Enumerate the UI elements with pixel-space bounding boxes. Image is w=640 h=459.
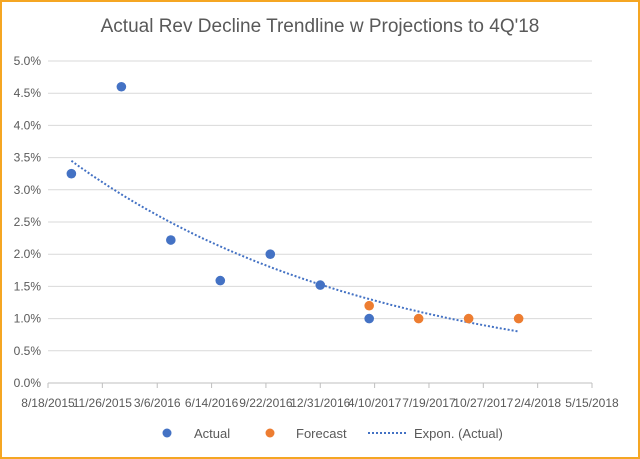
y-tick-label: 2.5% xyxy=(14,215,42,229)
x-tick-label: 4/10/2017 xyxy=(348,396,402,410)
forecast-point xyxy=(463,313,474,324)
y-tick-label: 4.5% xyxy=(14,86,42,100)
x-tick-label: 2/4/2018 xyxy=(514,396,561,410)
trendline xyxy=(70,159,519,333)
y-tick-label: 3.5% xyxy=(14,151,42,165)
legend-actual-marker xyxy=(162,428,172,438)
y-tick-label: 2.0% xyxy=(14,247,42,261)
y-tick-label: 0.5% xyxy=(14,344,42,358)
actual-point xyxy=(66,168,77,179)
x-tick-label: 8/18/2015 xyxy=(21,396,75,410)
x-tick-label: 10/27/2017 xyxy=(453,396,513,410)
x-tick-label: 3/6/2016 xyxy=(134,396,181,410)
data-points xyxy=(66,81,524,324)
y-axis-ticks: 0.0% 0.5% 1.0% 1.5% 2.0% 2.5% 3.0% 3.5% 4.0% 4.5%… xyxy=(14,54,42,390)
actual-point xyxy=(116,81,127,92)
legend: Actual Forecast Expon. (Actual) xyxy=(162,426,503,441)
x-tick-label: 11/26/2015 xyxy=(73,396,132,410)
x-tick-label: 6/14/2016 xyxy=(185,396,239,410)
actual-point xyxy=(166,235,176,245)
actual-point xyxy=(215,275,226,286)
actual-point xyxy=(265,249,276,259)
forecast-point xyxy=(364,300,374,311)
legend-forecast-marker xyxy=(265,428,275,438)
y-tick-label: 1.0% xyxy=(14,312,42,326)
y-tick-label: 0.0% xyxy=(14,376,42,390)
x-tick-label: 5/15/2018 xyxy=(565,396,619,410)
x-tick-label: 12/31/2016 xyxy=(290,396,350,410)
grid-lines xyxy=(48,60,592,352)
forecast-point xyxy=(413,313,424,324)
y-tick-label: 4.0% xyxy=(14,118,42,132)
y-tick-label: 1.5% xyxy=(14,279,42,293)
y-tick-label: 5.0% xyxy=(14,54,42,68)
y-tick-label: 3.0% xyxy=(14,183,42,197)
x-tick-label: 7/19/2017 xyxy=(402,396,456,410)
actual-point xyxy=(364,313,374,324)
x-tick-label: 9/22/2016 xyxy=(239,396,293,410)
legend-forecast-label: Forecast xyxy=(296,426,347,441)
chart-title: Actual Rev Decline Trendline w Projectio… xyxy=(101,16,540,37)
legend-trend-label: Expon. (Actual) xyxy=(414,426,503,441)
actual-point xyxy=(315,280,326,290)
forecast-point xyxy=(513,313,524,324)
trendline-path xyxy=(70,159,519,333)
legend-actual-label: Actual xyxy=(194,426,230,441)
